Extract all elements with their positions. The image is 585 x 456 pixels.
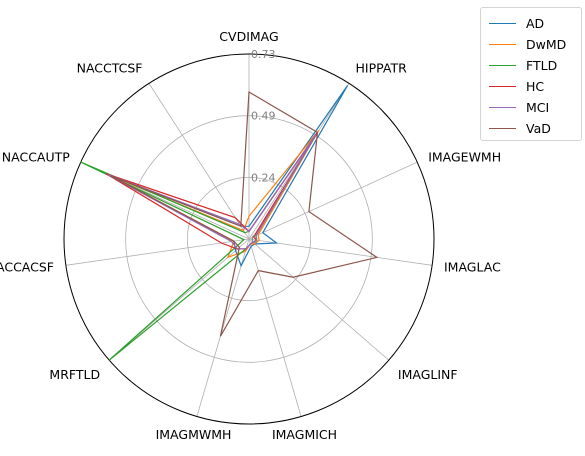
grid-spoke (65, 238, 250, 266)
series-lines (80, 85, 379, 361)
grid-spoke (248, 238, 390, 361)
axis-labels: CVDIMAG HIPPATR IMAGEWMH IMAGLAC IMAGLINF IMA… (0, 29, 501, 442)
legend-swatch (489, 43, 516, 45)
series-line-dwmd (110, 129, 320, 259)
radial-tick-label: 0.73 (251, 48, 276, 61)
axis-label-imaglac: IMAGLAC (444, 260, 501, 275)
legend-label: FTLD (526, 57, 558, 73)
grid-spoke (248, 238, 302, 417)
axis-label-nacctcsf: NACCTCSF (77, 60, 143, 75)
axis-label-imagewmh: IMAGEWMH (428, 150, 501, 165)
outer-frame (63, 53, 435, 425)
legend-item-dwmd: DwMD (489, 35, 566, 53)
axis-label-cvdimag: CVDIMAG (219, 29, 278, 44)
axis-label-imagmich: IMAGMICH (272, 427, 337, 442)
legend-swatch (489, 64, 516, 66)
legend-label: HC (526, 78, 545, 94)
legend-label: MCI (526, 99, 550, 115)
radial-tick-label: 0.49 (251, 110, 276, 123)
legend-swatch (489, 106, 516, 108)
legend-item-mci: MCI (489, 98, 549, 116)
legend-item-vad: VaD (489, 119, 551, 137)
axis-label-hippatr: HIPPATR (356, 60, 408, 75)
legend-label: DwMD (526, 36, 567, 52)
legend-item-ad: AD (489, 14, 544, 32)
axis-label-mrftld: MRFTLD (49, 367, 100, 382)
legend-swatch (489, 85, 516, 87)
axis-label-naccautp: NACCAUTP (2, 150, 70, 165)
legend-item-ftld: FTLD (489, 56, 557, 74)
radial-tick-label: 0.24 (251, 171, 276, 184)
radial-tick-labels: 0 0.24 0.49 0.73 (251, 48, 276, 246)
radial-tick-label: 0 (251, 233, 258, 246)
grid (63, 53, 435, 425)
grid-spoke (248, 238, 433, 266)
legend-item-hc: HC (489, 77, 544, 95)
axis-label-imaglinf: IMAGLINF (398, 367, 458, 382)
legend-swatch (489, 22, 516, 24)
grid-spoke (248, 83, 350, 240)
legend-label: AD (526, 15, 545, 31)
legend-swatch (489, 127, 516, 129)
axis-label-imagmwmh: IMAGMWMH (156, 427, 232, 442)
legend: AD DwMD FTLD HC MCI VaD (480, 7, 582, 141)
axis-label-naccacsf: NACCACSF (0, 260, 54, 275)
grid-spoke (148, 83, 250, 240)
legend-label: VaD (526, 120, 551, 136)
series-line-vad (110, 90, 379, 337)
grid-spoke (248, 161, 418, 240)
grid-spoke (196, 238, 250, 417)
